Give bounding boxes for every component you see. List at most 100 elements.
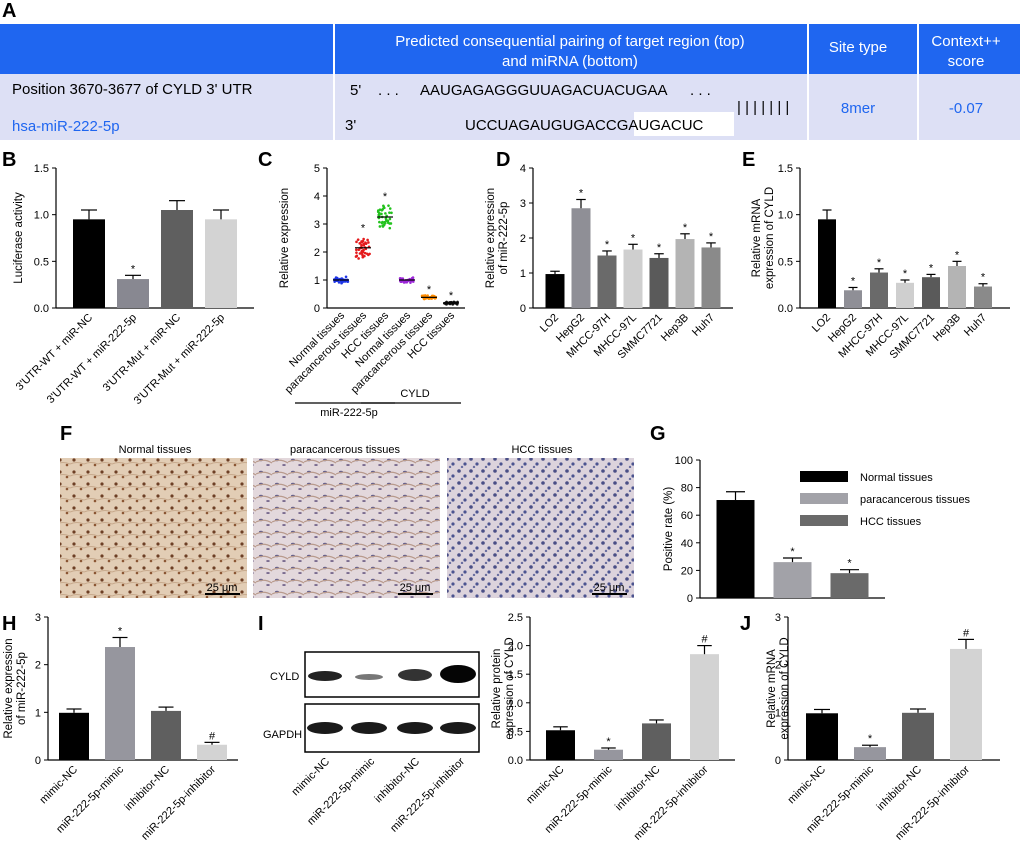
significance-mark: * bbox=[877, 257, 882, 269]
y-tick-label: 0 bbox=[314, 303, 320, 315]
y-tick-label: 4 bbox=[520, 163, 526, 175]
scatter-point bbox=[355, 248, 358, 252]
blot-lane-label: mimic-NC bbox=[290, 756, 333, 799]
significance-mark: * bbox=[605, 239, 610, 251]
y-tick-label: 1.0 bbox=[34, 210, 49, 222]
scatter-point bbox=[367, 241, 370, 244]
pairing-bars: | | | | | | | bbox=[737, 99, 789, 116]
bar bbox=[623, 249, 643, 308]
bar bbox=[974, 286, 992, 308]
header-pairing-line2: and miRNA (bottom) bbox=[502, 53, 638, 70]
scatter-point bbox=[384, 212, 387, 215]
ihc-label-paracancerous: paracancerous tissues bbox=[290, 444, 401, 456]
ihc-label-normal: Normal tissues bbox=[119, 444, 192, 456]
y-tick-label: 2.5 bbox=[508, 612, 523, 624]
y-tick-label: 20 bbox=[681, 565, 693, 577]
scatter-point bbox=[355, 251, 358, 254]
bar bbox=[690, 654, 719, 760]
legend-label: HCC tissues bbox=[860, 516, 922, 528]
y-tick-label: 0.5 bbox=[508, 726, 523, 738]
mirna-seed-highlight: GAUGACUC bbox=[617, 117, 704, 134]
y-tick-label: 2 bbox=[314, 247, 320, 259]
y-axis-label: expression of CYLD bbox=[779, 637, 791, 739]
scatter-point bbox=[357, 257, 360, 260]
chart-g: 0 20 40 60 80 100 Positive rate (%) * * Normal ti… bbox=[663, 455, 971, 605]
scatter-point bbox=[361, 250, 365, 254]
scatter-point bbox=[378, 220, 381, 224]
scatter-point bbox=[388, 217, 392, 221]
y-tick-label: 0 bbox=[35, 755, 41, 767]
y-tick-label: 2 bbox=[520, 233, 526, 245]
site-type-value: 8mer bbox=[841, 100, 875, 117]
scatter-point bbox=[344, 275, 348, 279]
gapdh-band-2 bbox=[351, 722, 387, 734]
y-tick-label: 0.5 bbox=[34, 256, 49, 268]
header-score-line1: Context++ bbox=[931, 33, 1000, 50]
y-tick-label: 3 bbox=[314, 219, 320, 231]
panel-letter-a: A bbox=[2, 0, 16, 22]
scatter-point bbox=[362, 237, 365, 241]
y-axis-label: Relative mRNA bbox=[751, 198, 763, 277]
scatter-point bbox=[388, 207, 392, 210]
scatter-point bbox=[363, 251, 367, 255]
y-tick-label: 1 bbox=[775, 707, 781, 719]
scatter-point bbox=[346, 280, 350, 283]
y-tick-label: 2 bbox=[35, 660, 41, 672]
y-axis-label: expression of CYLD bbox=[504, 637, 516, 739]
scatter-point bbox=[378, 208, 382, 211]
y-axis-label: of miR-222-5p bbox=[498, 202, 510, 275]
significance-mark: * bbox=[929, 262, 934, 274]
header-site-type: Site type bbox=[829, 39, 887, 56]
bar bbox=[597, 255, 617, 308]
scatter-point bbox=[337, 281, 341, 284]
bar bbox=[922, 277, 940, 308]
panel-letter-g: G bbox=[650, 423, 666, 445]
target-seed-highlight: CUACUGAA bbox=[583, 82, 668, 99]
significance-mark: * bbox=[631, 232, 636, 244]
scatter-point bbox=[388, 226, 392, 230]
scatter-point bbox=[368, 252, 371, 256]
x-tick-label: Hep3B bbox=[659, 312, 691, 344]
cyld-band-1 bbox=[308, 671, 342, 681]
cyld-band-3 bbox=[398, 669, 432, 681]
legend-label: paracancerous tissues bbox=[860, 494, 971, 506]
ihc-image-normal bbox=[60, 458, 247, 598]
scatter-point bbox=[366, 238, 369, 242]
bar bbox=[73, 219, 105, 308]
significance-mark: # bbox=[963, 627, 970, 639]
scatter-point bbox=[388, 211, 391, 214]
scatter-point bbox=[384, 218, 388, 222]
significance-mark: # bbox=[701, 634, 708, 646]
scatter-point bbox=[355, 240, 358, 244]
scatter-point bbox=[378, 213, 381, 217]
gapdh-band-1 bbox=[307, 722, 343, 734]
x-tick-label: 3'UTR-Mut + miR-NC bbox=[101, 312, 183, 394]
y-tick-label: 1.0 bbox=[508, 698, 523, 710]
significance-mark: * bbox=[955, 249, 960, 261]
panel-letter-b: B bbox=[2, 149, 16, 171]
x-tick-label: mimic-NC bbox=[38, 764, 81, 807]
header-score-line2: score bbox=[948, 53, 985, 70]
scatter-point bbox=[405, 280, 408, 284]
bar bbox=[571, 208, 591, 308]
mirna-name: hsa-miR-222-5p bbox=[12, 118, 120, 135]
y-tick-label: 5 bbox=[314, 163, 320, 175]
scatter-point bbox=[390, 211, 393, 215]
group-label: miR-222-5p bbox=[320, 407, 377, 419]
significance-mark: * bbox=[118, 625, 123, 637]
scatter-point bbox=[355, 254, 359, 258]
bar bbox=[594, 749, 623, 760]
bar bbox=[675, 239, 695, 308]
cyld-band-2 bbox=[355, 674, 383, 680]
header-pairing-line1: Predicted consequential pairing of targe… bbox=[395, 33, 744, 50]
blot-label-cyld: CYLD bbox=[270, 671, 299, 683]
bar bbox=[854, 747, 886, 760]
y-tick-label: 4 bbox=[314, 191, 320, 203]
scatter-point bbox=[334, 276, 338, 279]
y-tick-label: 2.0 bbox=[508, 641, 523, 653]
mirna-seed-box bbox=[634, 112, 734, 136]
y-axis-label: Relative expression bbox=[279, 188, 291, 288]
legend-label: Normal tissues bbox=[860, 472, 933, 484]
bar bbox=[151, 710, 181, 760]
